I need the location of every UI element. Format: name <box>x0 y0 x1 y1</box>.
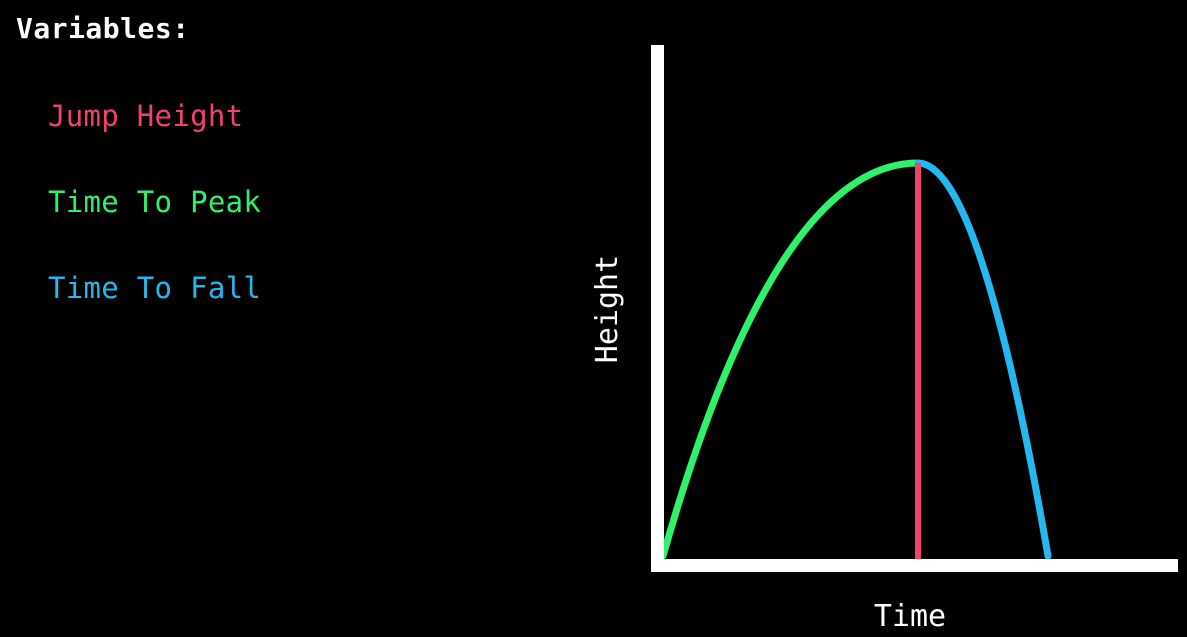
time-to-fall-curve <box>914 159 1052 560</box>
y-axis <box>651 45 664 572</box>
y-axis-label: Height <box>590 255 625 363</box>
time-to-peak-curve <box>659 159 922 560</box>
x-axis-label: Time <box>874 599 946 634</box>
variable-jump-height: Jump Height <box>48 99 244 133</box>
x-axis <box>651 559 1178 572</box>
variable-time-to-peak: Time To Peak <box>48 185 262 219</box>
variable-time-to-fall: Time To Fall <box>48 271 262 305</box>
variables-heading: Variables: <box>16 12 190 45</box>
